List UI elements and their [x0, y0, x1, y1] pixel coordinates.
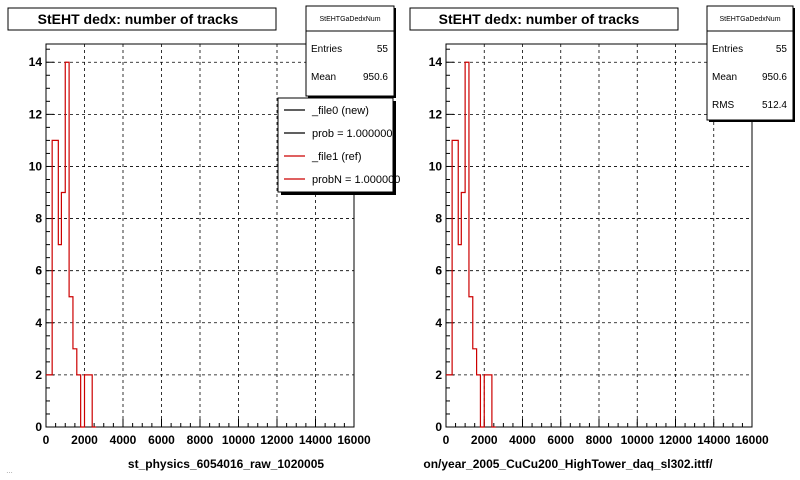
stats-value: 950.6 — [762, 72, 787, 83]
x-tick-label: 8000 — [187, 433, 214, 447]
x-tick-label: 10000 — [222, 433, 256, 447]
series-line-ref — [446, 61, 496, 428]
x-axis-label: on/year_2005_CuCu200_HighTower_daq_sl302… — [423, 457, 713, 471]
stats-label: RMS — [712, 100, 735, 111]
x-tick-label: 10000 — [621, 433, 655, 447]
chart-title: StEHT dedx: number of tracks — [38, 11, 239, 27]
stats-label: Mean — [311, 72, 336, 83]
x-tick-label: 14000 — [299, 433, 333, 447]
y-tick-label: 14 — [29, 55, 43, 69]
y-tick-label: 6 — [35, 264, 42, 278]
chart-title: StEHT dedx: number of tracks — [439, 11, 640, 27]
chart-panel-1: 0 2000 4000 6000 8000 10000 12000 14000 16000 0 2 4… — [7, 5, 400, 471]
stats-box — [706, 5, 794, 121]
y-tick-label: 6 — [435, 264, 442, 278]
stats-value: 55 — [776, 44, 788, 55]
x-tick-label: 2000 — [71, 433, 98, 447]
legend: _file0 (new) prob = 1.000000 _file1 (ref) p… — [277, 97, 400, 195]
legend-box — [277, 97, 394, 193]
x-tick-label: 0 — [443, 433, 450, 447]
x-tick-label: 4000 — [509, 433, 536, 447]
x-tick-label: 8000 — [586, 433, 613, 447]
series-line-ref — [46, 61, 97, 428]
y-tick-label: 4 — [35, 316, 42, 330]
stats-value: 950.6 — [363, 72, 388, 83]
y-tick-label: 10 — [429, 159, 443, 173]
stats-header: StEHTGaDedxNum — [319, 16, 380, 23]
stats-label: Mean — [712, 72, 737, 83]
y-tick-label: 12 — [429, 107, 443, 121]
stats-value: 512.4 — [762, 100, 787, 111]
stats-value: 55 — [377, 44, 389, 55]
legend-entry-label: _file0 (new) — [311, 105, 369, 117]
x-tick-label: 0 — [43, 433, 50, 447]
stats-label: Entries — [311, 44, 342, 55]
legend-entry-label: _file1 (ref) — [311, 151, 362, 163]
y-tick-label: 8 — [35, 212, 42, 226]
stats-label: Entries — [712, 44, 743, 55]
stats-header: StEHTGaDedxNum — [719, 16, 780, 23]
x-tick-label: 12000 — [659, 433, 693, 447]
x-tick-label: 16000 — [337, 433, 371, 447]
y-tick-label: 0 — [435, 420, 442, 434]
y-tick-label: 14 — [429, 55, 443, 69]
chart-panel-2: 0 2000 4000 6000 8000 10000 12000 14000 16000 0 2 4… — [409, 5, 795, 471]
y-tick-label: 8 — [435, 212, 442, 226]
stats-box — [305, 5, 395, 97]
y-tick-label: 2 — [435, 368, 442, 382]
legend-entry-label: probN = 1.000000 — [312, 174, 400, 186]
legend-entry-label: prob = 1.000000 — [312, 128, 392, 140]
x-tick-label: 6000 — [148, 433, 175, 447]
x-tick-label: 6000 — [547, 433, 574, 447]
y-tick-label: 12 — [29, 107, 43, 121]
x-tick-label: 16000 — [735, 433, 769, 447]
x-tick-label: 4000 — [110, 433, 137, 447]
y-tick-label: 2 — [35, 368, 42, 382]
y-tick-label: 4 — [435, 316, 442, 330]
x-tick-label: 2000 — [471, 433, 498, 447]
title-box — [7, 7, 277, 31]
y-tick-label: 10 — [29, 159, 43, 173]
x-tick-label: 14000 — [697, 433, 731, 447]
footer-text: … — [6, 468, 13, 475]
title-box — [409, 7, 679, 31]
x-axis-label: st_physics_6054016_raw_1020005 — [128, 457, 324, 471]
x-tick-label: 12000 — [260, 433, 294, 447]
y-tick-label: 0 — [35, 420, 42, 434]
